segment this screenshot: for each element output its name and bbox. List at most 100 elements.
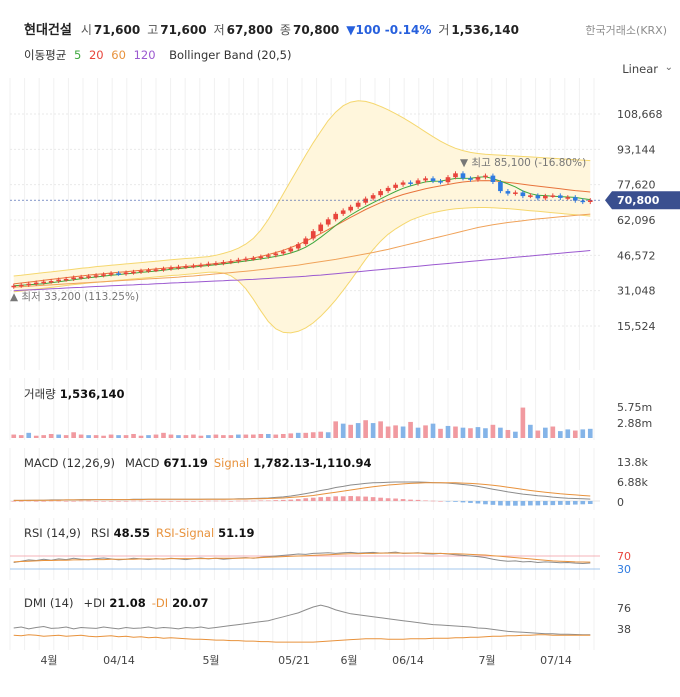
volume-bar [475,427,481,438]
change-value: ▼100 -0.14% [346,23,432,37]
volume-bar [56,434,61,438]
candle-body [400,182,406,185]
scale-selector[interactable]: Linear [622,62,658,76]
min-annotation: ▲ 최저 33,200 (113.25%) [10,291,139,303]
price-tick-label: 93,144 [617,143,656,156]
volume-bar [348,424,353,438]
dmi-pdi-label: +DI [83,596,106,610]
x-tick-label: 4월 [40,654,57,667]
volume-bar [445,425,451,438]
rsi-tick-70: 70 [617,550,631,563]
bollinger-label[interactable]: Bollinger Band (20,5) [169,48,292,62]
candle-body [93,275,99,277]
chevron-down-icon[interactable]: ⌄ [664,62,673,73]
volume-bar [498,427,503,438]
macd-hist-bar [475,501,481,504]
volume-bar [41,435,47,438]
volume-bar [123,435,129,438]
macd-hist-bar [280,499,286,501]
macd-hist-bar [101,501,106,502]
macd-hist-bar [93,501,99,502]
macd-signal-line [13,482,591,501]
volume-bar [213,434,219,438]
candle-body [580,200,586,203]
macd-signal-label: Signal [213,456,250,470]
candle-body [557,195,563,198]
rsi-line [13,551,591,565]
volume-value: 1,536,140 [451,23,519,37]
macd-hist-bar [557,501,563,505]
macd-tick-label: 13.8k [617,456,648,469]
high-value: 71,600 [160,23,207,37]
candle-body [18,284,24,287]
ma-period-60[interactable]: 60 [111,48,126,62]
macd-hist-bar [535,501,541,506]
price-summary: 현대건설 시 71,600 고 71,600 저 67,800 종 70,800… [24,19,526,38]
dmi-panel: 76 38 [13,602,631,643]
candle-body [123,272,129,275]
rsi-signal-label: RSI-Signal [156,526,215,540]
candle-body [415,180,421,184]
macd-hist-bar [310,497,316,501]
macd-hist-bar [565,501,571,505]
high-label: 고 [147,23,159,37]
ma-period-5[interactable]: 5 [73,48,82,62]
volume-bar [408,421,413,438]
ma60-line [13,213,591,288]
volume-bar [430,423,436,438]
rsi-signal-value: 51.19 [218,526,255,540]
candle-body [528,195,533,197]
macd-hist-bar [48,500,54,502]
candle-body [445,177,451,183]
macd-hist-bar [295,499,301,501]
close-value: 70,800 [292,23,340,37]
dmi-pdi-value: 21.08 [109,596,146,610]
stock-name: 현대건설 [24,23,72,38]
macd-hist-bar [288,499,294,501]
candle-body [288,248,294,252]
macd-hist-bar [355,496,361,501]
volume-bar [146,435,151,438]
macd-hist-bar [430,500,436,502]
indicator-legend[interactable]: 이동평균 5 20 60 120 Bollinger Band (20,5) [24,47,296,63]
pdi-line [13,604,591,636]
ma-period-20[interactable]: 20 [88,48,104,62]
macd-hist-bar [400,499,406,501]
macd-hist-bar [498,501,503,506]
macd-title: MACD (12,26,9) [24,456,115,470]
macd-hist-bar [131,500,136,502]
volume-bar [587,428,593,438]
volume-bar [318,431,324,438]
candle-body [475,177,481,180]
ma120-line [13,250,591,292]
candle-body [438,181,443,183]
macd-hist-bar [228,501,234,502]
candle-body [565,197,571,199]
macd-hist-bar [191,501,196,502]
volume-title: 거래량 [24,387,56,401]
macd-hist-bar [26,500,32,502]
macd-hist-bar [71,501,76,502]
macd-hist-bar [251,500,256,502]
low-label: 저 [213,23,225,37]
max-annotation: ▼ 최고 85,100 (-16.80%) [460,157,586,169]
ma-period-120[interactable]: 120 [133,48,156,62]
volume-bar [483,428,488,438]
candle-body [460,173,466,179]
macd-hist-bar [587,501,593,505]
rsi-signal-line [13,552,591,563]
macd-hist-bar [490,501,496,505]
volume-bar [557,431,563,438]
current-price-label: 70,800 [617,194,660,207]
macd-hist-bar [56,500,61,502]
volume-bar [33,435,39,438]
bollinger-upper-line [13,100,591,277]
volume-bar [161,432,166,438]
volume-bar [183,435,189,438]
exchange-label: 한국거래소(KRX) [585,24,667,37]
volume-bar [198,435,204,438]
macd-hist-bar [33,501,39,502]
candle-body [535,195,541,199]
